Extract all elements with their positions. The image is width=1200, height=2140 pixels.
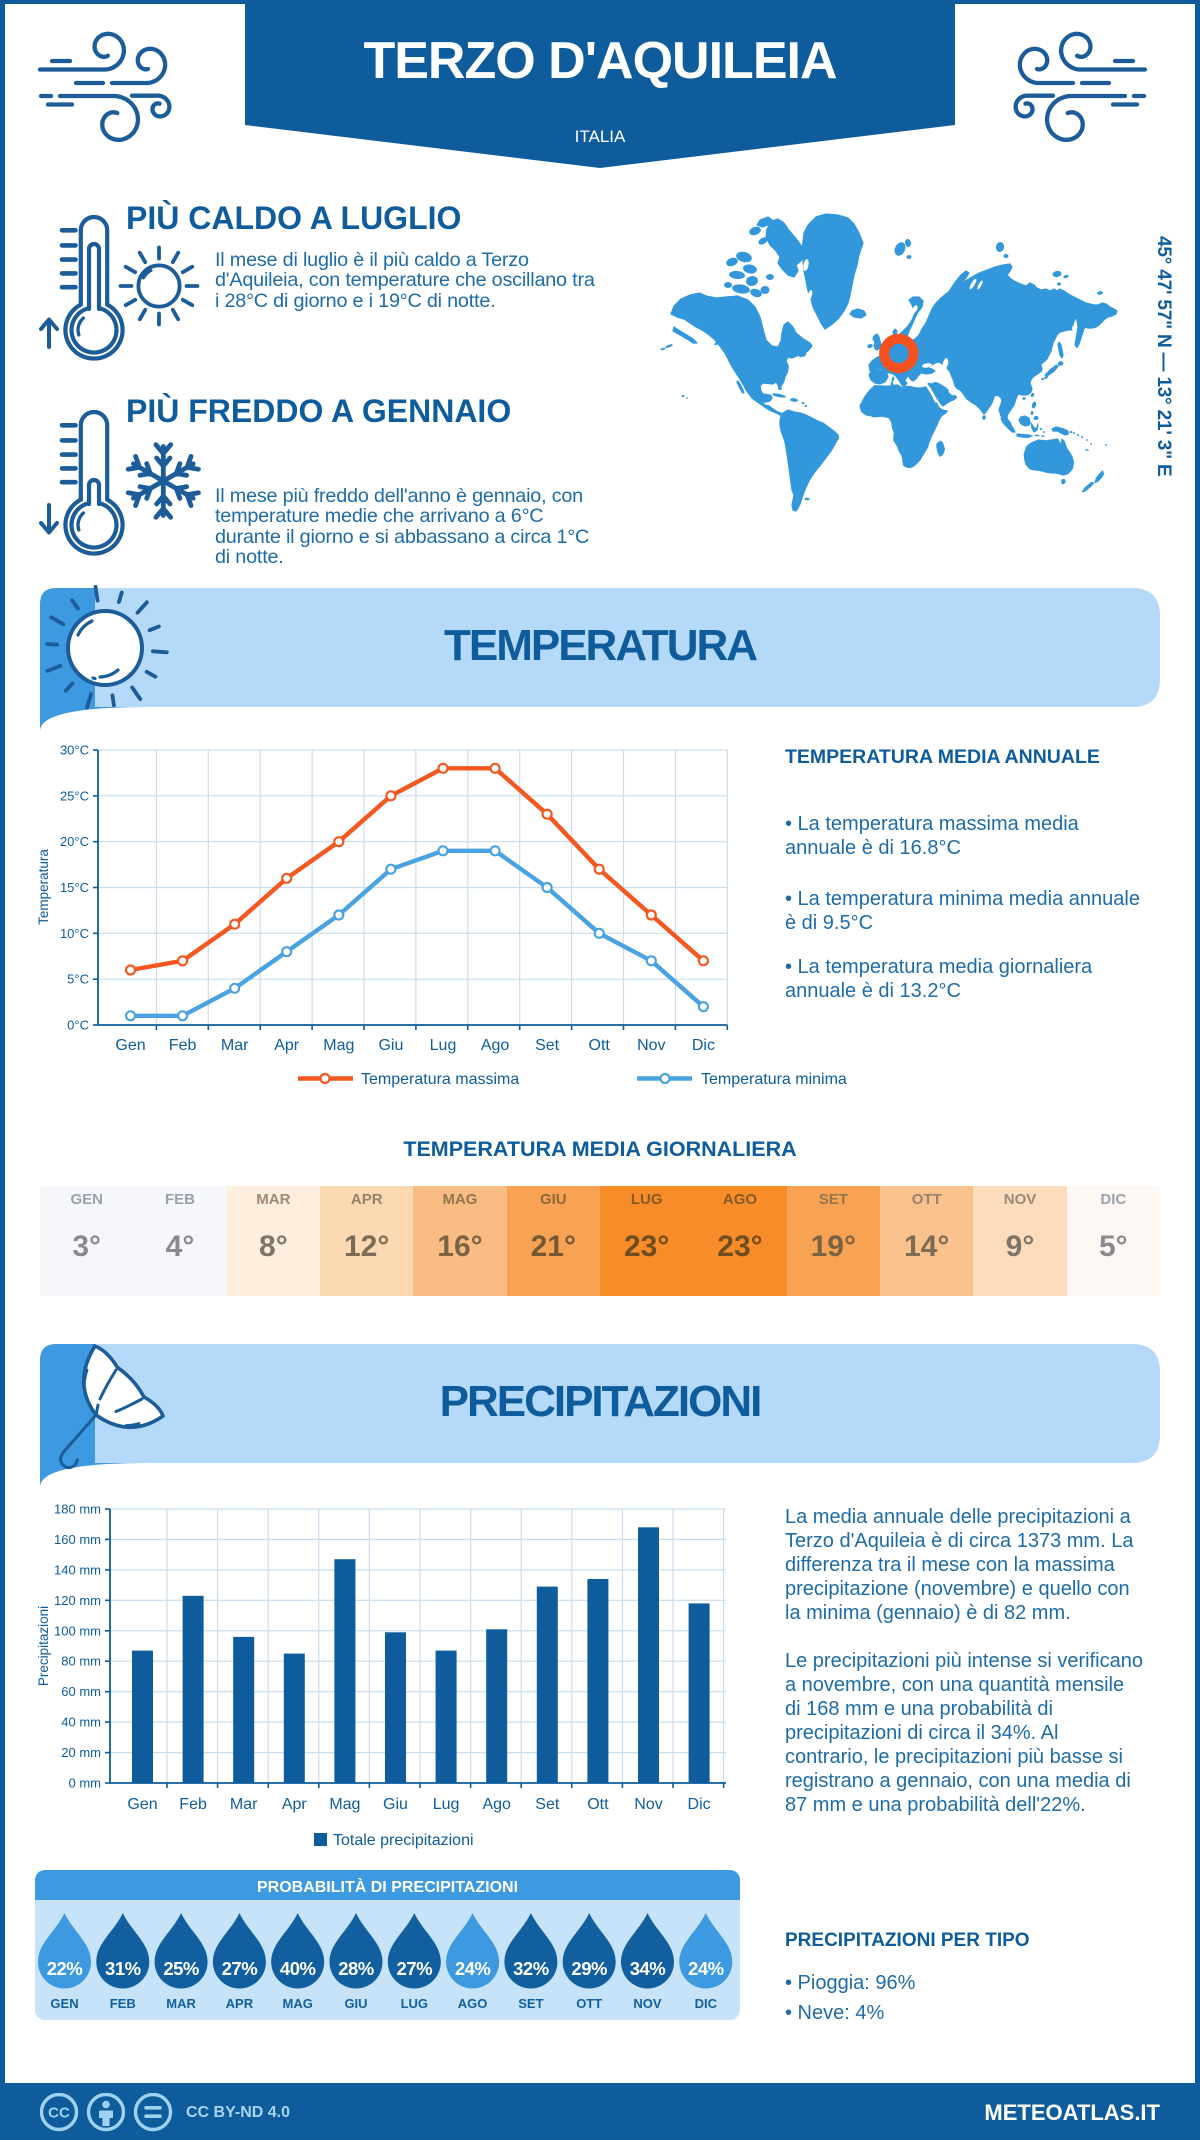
- svg-text:NOV: NOV: [633, 1996, 662, 2011]
- svg-text:GEN: GEN: [50, 1996, 78, 2011]
- svg-text:Ago: Ago: [481, 1037, 510, 1054]
- svg-text:DIC: DIC: [695, 1996, 718, 2011]
- svg-text:120 mm: 120 mm: [54, 1593, 101, 1608]
- svg-text:Nov: Nov: [634, 1796, 662, 1813]
- svg-text:Ago: Ago: [482, 1796, 511, 1813]
- svg-text:Totale precipitazioni: Totale precipitazioni: [333, 1832, 474, 1849]
- svg-text:31%: 31%: [105, 1958, 141, 1979]
- svg-text:Temperatura minima: Temperatura minima: [701, 1071, 847, 1088]
- svg-text:100 mm: 100 mm: [54, 1623, 101, 1638]
- svg-text:Set: Set: [535, 1796, 560, 1813]
- svg-text:Nov: Nov: [637, 1037, 665, 1054]
- svg-text:OTT: OTT: [576, 1996, 602, 2011]
- svg-text:GIU: GIU: [344, 1996, 367, 2011]
- svg-text:Precipitazioni: Precipitazioni: [36, 1606, 51, 1686]
- svg-text:10°C: 10°C: [60, 926, 89, 941]
- svg-text:25%: 25%: [163, 1958, 199, 1979]
- svg-text:SET: SET: [518, 1996, 543, 2011]
- svg-text:Dic: Dic: [692, 1037, 715, 1054]
- svg-text:32%: 32%: [513, 1958, 549, 1979]
- svg-text:Ott: Ott: [589, 1037, 611, 1054]
- svg-text:Mag: Mag: [329, 1796, 360, 1813]
- svg-text:60 mm: 60 mm: [61, 1684, 101, 1699]
- svg-text:Gen: Gen: [115, 1037, 145, 1054]
- svg-text:160 mm: 160 mm: [54, 1532, 101, 1547]
- svg-text:Mar: Mar: [230, 1796, 258, 1813]
- svg-text:CC: CC: [48, 2105, 70, 2122]
- svg-text:80 mm: 80 mm: [61, 1654, 101, 1669]
- svg-text:Giu: Giu: [378, 1037, 403, 1054]
- svg-text:Ott: Ott: [587, 1796, 609, 1813]
- svg-text:MAG: MAG: [283, 1996, 313, 2011]
- svg-text:LUG: LUG: [401, 1996, 428, 2011]
- svg-text:Temperatura massima: Temperatura massima: [361, 1071, 519, 1088]
- svg-text:27%: 27%: [397, 1958, 433, 1979]
- svg-text:20°C: 20°C: [60, 834, 89, 849]
- svg-text:AGO: AGO: [458, 1996, 488, 2011]
- svg-text:Mag: Mag: [323, 1037, 354, 1054]
- svg-text:APR: APR: [226, 1996, 254, 2011]
- svg-text:Gen: Gen: [127, 1796, 157, 1813]
- svg-text:25°C: 25°C: [60, 788, 89, 803]
- svg-text:27%: 27%: [222, 1958, 258, 1979]
- svg-text:Mar: Mar: [221, 1037, 249, 1054]
- svg-text:28%: 28%: [338, 1958, 374, 1979]
- svg-text:140 mm: 140 mm: [54, 1562, 101, 1577]
- svg-text:30°C: 30°C: [60, 743, 89, 758]
- svg-text:Apr: Apr: [282, 1796, 308, 1813]
- svg-text:Lug: Lug: [433, 1796, 460, 1813]
- svg-text:Apr: Apr: [274, 1037, 300, 1054]
- svg-text:5°C: 5°C: [67, 972, 89, 987]
- svg-text:40%: 40%: [280, 1958, 316, 1979]
- svg-text:34%: 34%: [630, 1958, 666, 1979]
- svg-text:Giu: Giu: [383, 1796, 408, 1813]
- svg-text:24%: 24%: [688, 1958, 724, 1979]
- svg-text:20 mm: 20 mm: [61, 1745, 101, 1760]
- svg-text:MAR: MAR: [166, 1996, 196, 2011]
- svg-text:22%: 22%: [47, 1958, 83, 1979]
- svg-text:180 mm: 180 mm: [54, 1502, 101, 1517]
- svg-text:FEB: FEB: [110, 1996, 136, 2011]
- svg-text:Dic: Dic: [688, 1796, 711, 1813]
- svg-text:Feb: Feb: [169, 1037, 197, 1054]
- svg-text:Lug: Lug: [430, 1037, 457, 1054]
- svg-text:Temperatura: Temperatura: [36, 849, 51, 925]
- svg-text:Feb: Feb: [179, 1796, 207, 1813]
- svg-text:0 mm: 0 mm: [69, 1776, 102, 1791]
- svg-text:0°C: 0°C: [67, 1018, 89, 1033]
- svg-text:24%: 24%: [455, 1958, 491, 1979]
- svg-text:40 mm: 40 mm: [61, 1715, 101, 1730]
- svg-text:15°C: 15°C: [60, 880, 89, 895]
- svg-text:Set: Set: [535, 1037, 560, 1054]
- svg-text:29%: 29%: [571, 1958, 607, 1979]
